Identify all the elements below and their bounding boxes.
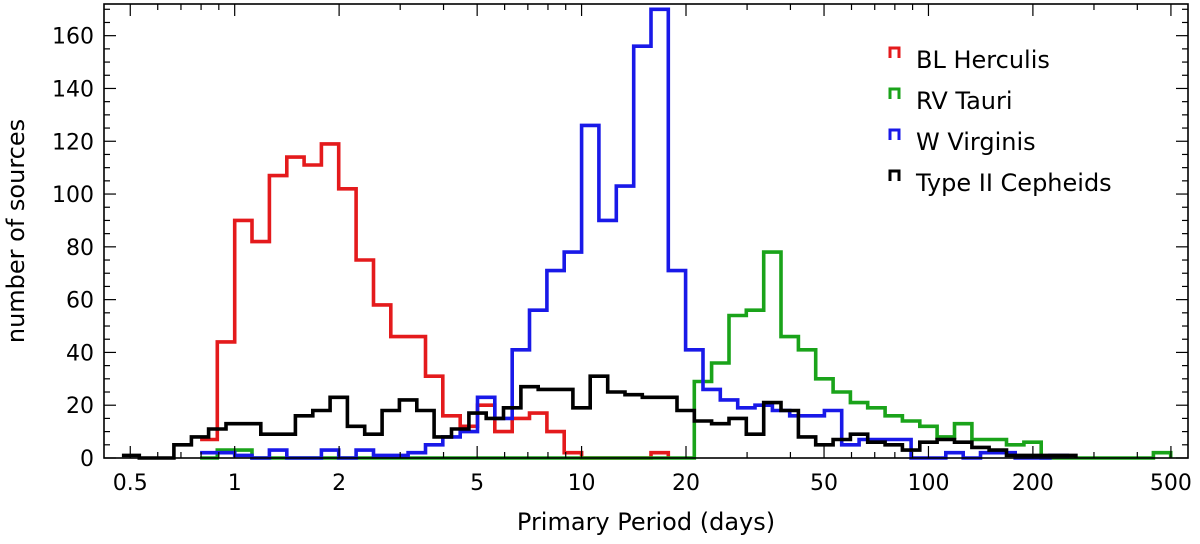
series-bl-herculis-line (200, 142, 671, 460)
legend-label-type-ii-cepheids: Type II Cepheids (915, 169, 1112, 197)
y-tick-label: 0 (80, 447, 94, 472)
x-tick-label: 0.5 (113, 471, 148, 496)
y-tick-label: 60 (66, 289, 94, 314)
y-tick-label: 100 (52, 183, 94, 208)
x-tick-label: 5 (470, 471, 484, 496)
x-tick-labels: 0.5 1 2 5 10 20 50 100 200 500 (113, 471, 1192, 496)
y-tick-label: 160 (52, 25, 94, 50)
y-tick-label: 40 (66, 341, 94, 366)
legend-swatch-rv-tauri (888, 87, 901, 99)
x-tick-label: 500 (1150, 471, 1192, 496)
legend-swatch-type-ii-cepheids (888, 169, 901, 181)
x-tick-label: 100 (907, 471, 949, 496)
series-type-ii-cepheids-line (121, 374, 1078, 460)
legend-swatch-w-virginis (888, 128, 901, 140)
legend-label-bl-herculis: BL Herculis (916, 46, 1050, 74)
plot-frame (103, 3, 1189, 459)
x-tick-label: 50 (810, 471, 838, 496)
x-tick-label: 1 (228, 471, 242, 496)
y-tick-labels: 0 20 40 60 80 100 120 140 160 (52, 25, 94, 472)
x-axis-title: Primary Period (days) (517, 508, 775, 536)
x-tick-label: 20 (672, 471, 700, 496)
y-tick-label: 80 (66, 236, 94, 261)
y-axis-title: number of sources (2, 119, 30, 343)
series-layer (121, 7, 1173, 460)
legend: BL Herculis RV Tauri W Virginis Type II Cep… (888, 46, 1112, 197)
y-tick-label: 120 (52, 130, 94, 155)
legend-label-rv-tauri: RV Tauri (916, 87, 1013, 115)
series-rv-tauri-line (200, 250, 1173, 460)
ticks-layer (104, 4, 1188, 459)
legend-label-w-virginis: W Virginis (916, 128, 1036, 156)
legend-swatch-bl-herculis (888, 46, 901, 58)
y-tick-label: 140 (52, 77, 94, 102)
y-tick-label: 20 (66, 394, 94, 419)
series-w-virginis-line (200, 7, 1069, 460)
x-tick-label: 2 (332, 471, 346, 496)
x-tick-label: 10 (568, 471, 596, 496)
x-tick-label: 200 (1012, 471, 1054, 496)
